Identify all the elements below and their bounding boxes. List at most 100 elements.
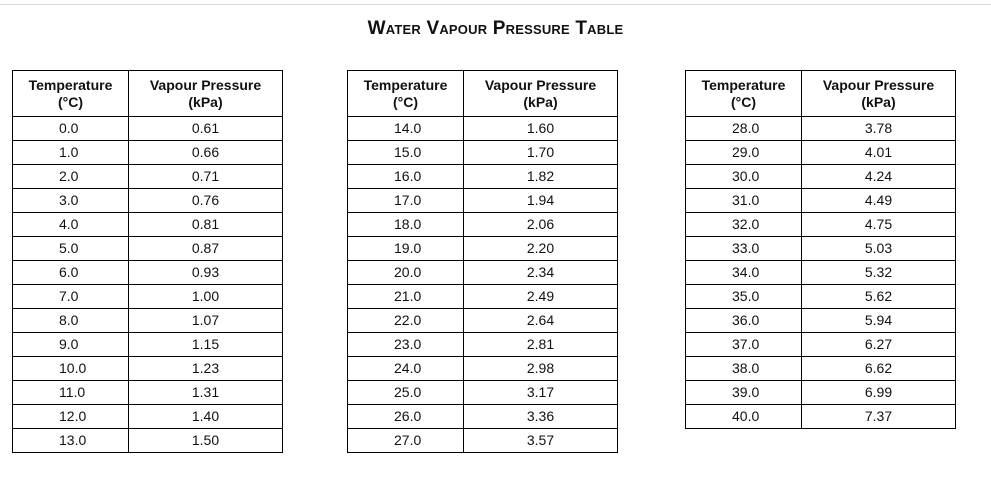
- pressure-cell: 1.50: [128, 428, 283, 453]
- temperature-cell: 25.0: [347, 380, 464, 405]
- pressure-cell: 4.75: [801, 212, 956, 237]
- header-row: Temperature (°C) Vapour Pressure (kPa): [685, 70, 956, 117]
- temperature-cell: 5.0: [12, 236, 129, 261]
- pressure-cell: 0.87: [128, 236, 283, 261]
- temperature-cell: 35.0: [685, 284, 802, 309]
- table-row: 22.0 2.64: [347, 308, 618, 333]
- pressure-header-unit: (kPa): [861, 93, 896, 110]
- pressure-cell: 4.01: [801, 140, 956, 165]
- pressure-cell: 3.36: [463, 404, 618, 429]
- pressure-header-label: Vapour Pressure: [149, 76, 262, 93]
- pressure-cell: 7.37: [801, 404, 956, 429]
- table-row: 19.0 2.20: [347, 236, 618, 261]
- pressure-cell: 1.07: [128, 308, 283, 333]
- table-row: 8.0 1.07: [12, 308, 283, 333]
- temperature-header-label: Temperature: [701, 76, 786, 93]
- pressure-cell: 1.23: [128, 356, 283, 381]
- table-row: 36.0 5.94: [685, 308, 956, 333]
- temperature-cell: 14.0: [347, 116, 464, 141]
- table-row: 1.0 0.66: [12, 140, 283, 165]
- pressure-header: Vapour Pressure (kPa): [801, 70, 956, 117]
- pressure-cell: 6.99: [801, 380, 956, 405]
- pressure-cell: 4.49: [801, 188, 956, 213]
- pressure-cell: 5.62: [801, 284, 956, 309]
- table-row: 24.0 2.98: [347, 356, 618, 381]
- temperature-cell: 30.0: [685, 164, 802, 189]
- table-row: 0.0 0.61: [12, 116, 283, 141]
- pressure-cell: 2.20: [463, 236, 618, 261]
- temperature-cell: 37.0: [685, 332, 802, 357]
- pressure-header-label: Vapour Pressure: [484, 76, 597, 93]
- pressure-cell: 6.62: [801, 356, 956, 381]
- table-row: 33.0 5.03: [685, 236, 956, 261]
- table-row: 28.0 3.78: [685, 116, 956, 141]
- table-row: 7.0 1.00: [12, 284, 283, 309]
- table-row: 3.0 0.76: [12, 188, 283, 213]
- pressure-cell: 5.03: [801, 236, 956, 261]
- table-row: 20.0 2.34: [347, 260, 618, 285]
- table-row: 5.0 0.87: [12, 236, 283, 261]
- table-row: 23.0 2.81: [347, 332, 618, 357]
- pressure-cell: 0.81: [128, 212, 283, 237]
- table-row: 15.0 1.70: [347, 140, 618, 165]
- temperature-cell: 10.0: [12, 356, 129, 381]
- pressure-header: Vapour Pressure (kPa): [128, 70, 283, 117]
- temperature-cell: 39.0: [685, 380, 802, 405]
- temperature-header: Temperature (°C): [12, 70, 129, 117]
- table-row: 34.0 5.32: [685, 260, 956, 285]
- pressure-cell: 2.81: [463, 332, 618, 357]
- table-row: 4.0 0.81: [12, 212, 283, 237]
- temperature-header: Temperature (°C): [347, 70, 464, 117]
- temperature-cell: 9.0: [12, 332, 129, 357]
- pressure-cell: 3.17: [463, 380, 618, 405]
- pressure-cell: 4.24: [801, 164, 956, 189]
- pressure-header-label: Vapour Pressure: [822, 76, 935, 93]
- table-row: 14.0 1.60: [347, 116, 618, 141]
- pressure-cell: 1.94: [463, 188, 618, 213]
- table-row: 17.0 1.94: [347, 188, 618, 213]
- table-row: 6.0 0.93: [12, 260, 283, 285]
- table-row: 25.0 3.17: [347, 380, 618, 405]
- page-title: Water Vapour Pressure Table: [367, 18, 624, 39]
- vapour-pressure-table-3: Temperature (°C) Vapour Pressure (kPa) 2…: [685, 70, 956, 429]
- pressure-cell: 1.00: [128, 284, 283, 309]
- pressure-cell: 0.66: [128, 140, 283, 165]
- table-row: 2.0 0.71: [12, 164, 283, 189]
- table-row: 31.0 4.49: [685, 188, 956, 213]
- temperature-header-label: Temperature: [363, 76, 448, 93]
- table-row: 26.0 3.36: [347, 404, 618, 429]
- temperature-header-unit: (°C): [392, 93, 419, 110]
- temperature-cell: 28.0: [685, 116, 802, 141]
- temperature-cell: 26.0: [347, 404, 464, 429]
- temperature-cell: 7.0: [12, 284, 129, 309]
- temperature-header: Temperature (°C): [685, 70, 802, 117]
- temperature-cell: 31.0: [685, 188, 802, 213]
- temperature-cell: 20.0: [347, 260, 464, 285]
- table-row: 27.0 3.57: [347, 428, 618, 453]
- header-row: Temperature (°C) Vapour Pressure (kPa): [12, 70, 283, 117]
- table-row: 32.0 4.75: [685, 212, 956, 237]
- pressure-cell: 3.78: [801, 116, 956, 141]
- temperature-cell: 33.0: [685, 236, 802, 261]
- table-row: 12.0 1.40: [12, 404, 283, 429]
- temperature-cell: 19.0: [347, 236, 464, 261]
- table-row: 39.0 6.99: [685, 380, 956, 405]
- temperature-cell: 38.0: [685, 356, 802, 381]
- temperature-cell: 6.0: [12, 260, 129, 285]
- temperature-cell: 15.0: [347, 140, 464, 165]
- temperature-cell: 3.0: [12, 188, 129, 213]
- table-row: 30.0 4.24: [685, 164, 956, 189]
- pressure-cell: 1.15: [128, 332, 283, 357]
- pressure-cell: 2.98: [463, 356, 618, 381]
- table-row: 18.0 2.06: [347, 212, 618, 237]
- temperature-cell: 0.0: [12, 116, 129, 141]
- temperature-cell: 1.0: [12, 140, 129, 165]
- temperature-cell: 40.0: [685, 404, 802, 429]
- pressure-cell: 0.93: [128, 260, 283, 285]
- table-row: 16.0 1.82: [347, 164, 618, 189]
- pressure-cell: 1.82: [463, 164, 618, 189]
- vapour-pressure-table-2: Temperature (°C) Vapour Pressure (kPa) 1…: [347, 70, 618, 453]
- temperature-cell: 21.0: [347, 284, 464, 309]
- temperature-cell: 22.0: [347, 308, 464, 333]
- table-row: 21.0 2.49: [347, 284, 618, 309]
